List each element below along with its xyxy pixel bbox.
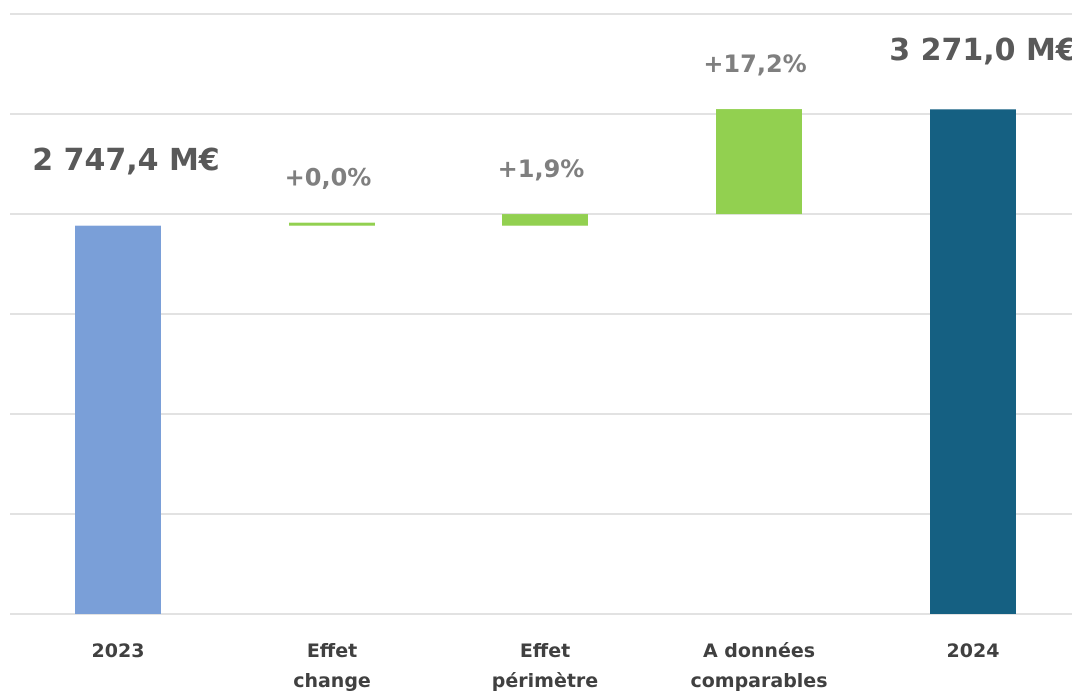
bar [930,109,1016,614]
data-label: +0,0% [285,164,372,192]
bar [75,225,161,614]
data-label: 3 271,0 M€ [889,33,1072,68]
x-tick-label: 2024 [946,640,1000,662]
bar [289,222,375,226]
x-tick-label: 2023 [91,640,145,662]
bar [502,214,588,226]
x-tick-label: Effet change [293,640,371,692]
x-tick-label: Effet périmètre [491,640,599,692]
data-label: +17,2% [703,50,806,78]
data-label: +1,9% [498,155,585,183]
data-label: 2 747,4 M€ [32,143,219,178]
x-tick-label: A données comparables [690,640,828,692]
bar [716,109,802,215]
